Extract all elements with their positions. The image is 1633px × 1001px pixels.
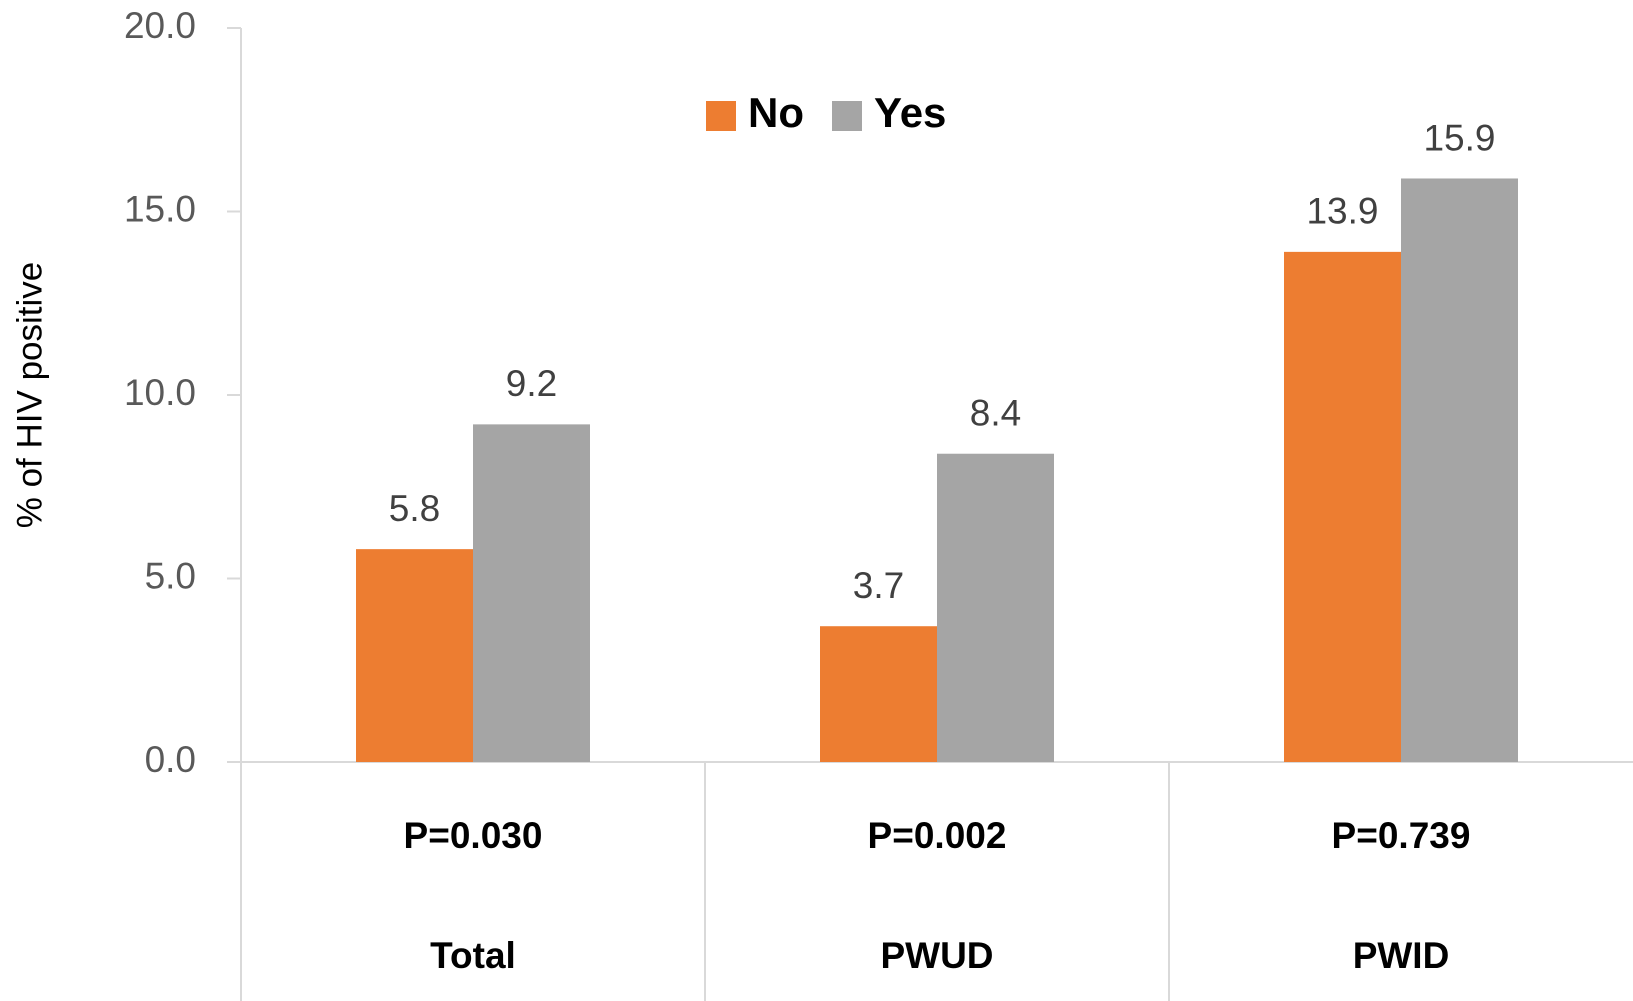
bar: [937, 453, 1054, 762]
bar: [820, 626, 937, 762]
y-tick-label: 0.0: [145, 739, 196, 780]
data-label: 15.9: [1423, 117, 1495, 158]
p-value: P=0.739: [1332, 815, 1471, 856]
bar: [356, 549, 473, 762]
bar: [1401, 178, 1518, 763]
y-tick-label: 20.0: [124, 5, 196, 46]
legend-swatch: [706, 101, 736, 131]
y-tick-label: 10.0: [124, 372, 196, 413]
y-tick-label: 15.0: [124, 188, 196, 229]
data-label: 13.9: [1306, 191, 1378, 232]
bar: [473, 424, 590, 762]
x-tick-label: PWUD: [880, 935, 993, 976]
data-label: 3.7: [853, 565, 904, 606]
p-value: P=0.002: [868, 815, 1007, 856]
x-tick-label: Total: [430, 935, 516, 976]
data-label: 5.8: [389, 488, 440, 529]
legend-label: No: [748, 89, 804, 136]
bar: [1284, 251, 1401, 762]
data-label: 8.4: [970, 393, 1021, 434]
y-tick-label: 5.0: [145, 555, 196, 596]
x-tick-label: PWID: [1353, 935, 1450, 976]
y-axis-label: % of HIV positive: [10, 262, 49, 529]
legend-swatch: [832, 101, 862, 131]
legend-label: Yes: [874, 89, 946, 136]
data-label: 9.2: [506, 363, 557, 404]
p-value: P=0.030: [404, 815, 543, 856]
